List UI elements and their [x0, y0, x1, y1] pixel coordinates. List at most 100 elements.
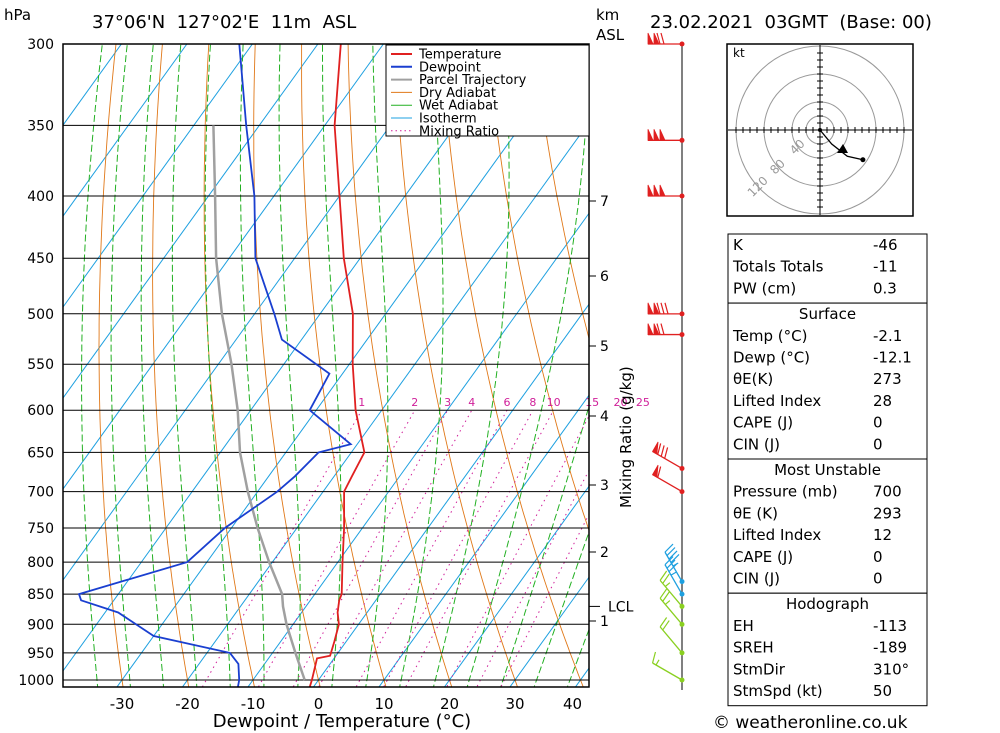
index-label: PW (cm) [733, 279, 796, 297]
index-value: -12.1 [873, 349, 912, 367]
plot-frame [62, 43, 590, 688]
index-label: Pressure (mb) [733, 483, 838, 501]
dewpoint-line [77, 44, 353, 687]
mixing-ratio-label: 25 [636, 396, 650, 409]
index-label: Temp (°C) [732, 327, 807, 345]
legend-entry: Dewpoint [419, 60, 481, 75]
mixing-ratio-label: 4 [468, 396, 475, 409]
temperature-tick-label: 20 [440, 695, 459, 713]
wet-adiabat-line [239, 44, 265, 687]
mixing-ratio-label: 1 [358, 396, 365, 409]
wind-barb [664, 556, 685, 597]
mixing-ratio-line [383, 409, 534, 687]
wind-barb [659, 570, 685, 609]
datetime-title: 23.02.2021 03GMT (Base: 00) [650, 12, 932, 33]
index-value: 310° [873, 660, 909, 678]
mixing-ratio-line [500, 513, 589, 687]
legend-entry: Isotherm [419, 112, 477, 127]
pressure-tick-label: 1000 [18, 673, 54, 689]
index-label: Lifted Index [733, 526, 821, 544]
wind-barb [659, 617, 685, 656]
wind-barb [647, 184, 685, 199]
pressure-tick-label: 400 [27, 189, 54, 205]
dry-adiabat-line [98, 44, 124, 687]
mixing-ratio-line [446, 415, 589, 687]
wet-adiabat-line [171, 44, 198, 687]
most-unstable-box [727, 458, 928, 594]
isotherm-line [63, 44, 122, 126]
pressure-tick-label: 950 [27, 646, 54, 662]
isotherm-line [63, 44, 450, 581]
height-tick-label: 4 [600, 409, 609, 425]
mixing-ratio-line [201, 409, 363, 687]
isotherm-line [116, 44, 581, 687]
location-title: 37°06'N 127°02'E 11m ASL [92, 12, 356, 33]
dry-adiabat-line [486, 44, 589, 532]
index-label: CAPE (J) [733, 414, 793, 432]
mixing-ratio-label: 20 [614, 396, 628, 409]
pressure-tick-label: 750 [27, 521, 54, 537]
mixing-ratio-line [405, 409, 555, 687]
pressure-tick-label: 500 [27, 307, 54, 323]
pressure-tick-label: 450 [27, 251, 54, 267]
height-unit-km: km [596, 6, 619, 24]
wet-adiabat-line [500, 404, 589, 687]
pressure-tick-label: 300 [27, 37, 54, 53]
legend-entry: Temperature [418, 48, 501, 63]
pressure-tick-label: 650 [27, 445, 54, 461]
index-value: 700 [873, 483, 902, 501]
index-label: StmSpd (kt) [733, 682, 823, 700]
isotherm-line [0, 44, 56, 711]
index-label: CIN (J) [733, 435, 780, 453]
pressure-unit: hPa [4, 6, 31, 24]
legend-entry: Wet Adiabat [419, 99, 498, 114]
pressure-axis: 300 350 400 450 500 550 600 650 700 750 800 850 900 9… [18, 37, 54, 689]
storm-motion-marker [837, 144, 848, 153]
index-value: 0 [873, 414, 883, 432]
height-tick-label: 3 [600, 478, 609, 494]
x-axis-label: Dewpoint / Temperature (°C) [213, 711, 471, 732]
profiles [77, 44, 366, 687]
wind-barb [647, 32, 685, 47]
pressure-tick-label: 850 [27, 587, 54, 603]
pressure-tick-label: 900 [27, 617, 54, 633]
index-value: -113 [873, 617, 907, 635]
mixing-ratio-label: 3 [444, 396, 451, 409]
index-value: -2.1 [873, 327, 902, 345]
wet-adiabat-line [432, 44, 510, 687]
dry-adiabat-line [394, 44, 518, 687]
height-tick-label: 2 [600, 545, 609, 561]
wet-adiabat-line [322, 44, 342, 687]
mixing-ratio-axis-label: Mixing Ratio (g/kg) [617, 366, 635, 508]
wind-barb [647, 302, 685, 317]
temperature-tick-label: -10 [241, 695, 266, 713]
isotherm-line [443, 485, 589, 687]
hodograph-end-point [860, 157, 866, 163]
mixing-ratio-labels: 1 2 3 4 6 8 10 15 20 25 [358, 396, 650, 409]
indices-table: K -46 Totals Totals -11 PW (cm) 0.3 Surface Tem… [727, 233, 928, 707]
wet-adiabat-line [110, 44, 131, 687]
index-label: K [733, 236, 744, 254]
wet-adiabat-line [140, 44, 165, 687]
temperature-tick-label: 40 [563, 695, 582, 713]
temperature-axis: -30 -20 -10 0 10 20 30 40 [110, 695, 582, 713]
mixing-ratio-line [355, 409, 508, 687]
height-unit-asl: ASL [596, 26, 625, 44]
index-value: 273 [873, 370, 902, 388]
index-label: CIN (J) [733, 570, 780, 588]
isotherm-line [247, 212, 589, 687]
temperature-tick-label: 0 [314, 695, 324, 713]
dry-adiabat-line [152, 44, 190, 687]
mixing-ratio-line [318, 409, 473, 687]
index-label: Totals Totals [732, 258, 824, 276]
wind-barb [647, 323, 685, 338]
wind-barb [659, 588, 685, 627]
index-value: 0 [873, 435, 883, 453]
dry-adiabat-line [952, 44, 1000, 711]
height-axis: 1 2 3 4 5 6 7 LCL [589, 194, 634, 630]
index-value: 50 [873, 682, 892, 700]
dry-adiabat-line [347, 44, 453, 687]
height-tick-label: 6 [600, 269, 609, 285]
